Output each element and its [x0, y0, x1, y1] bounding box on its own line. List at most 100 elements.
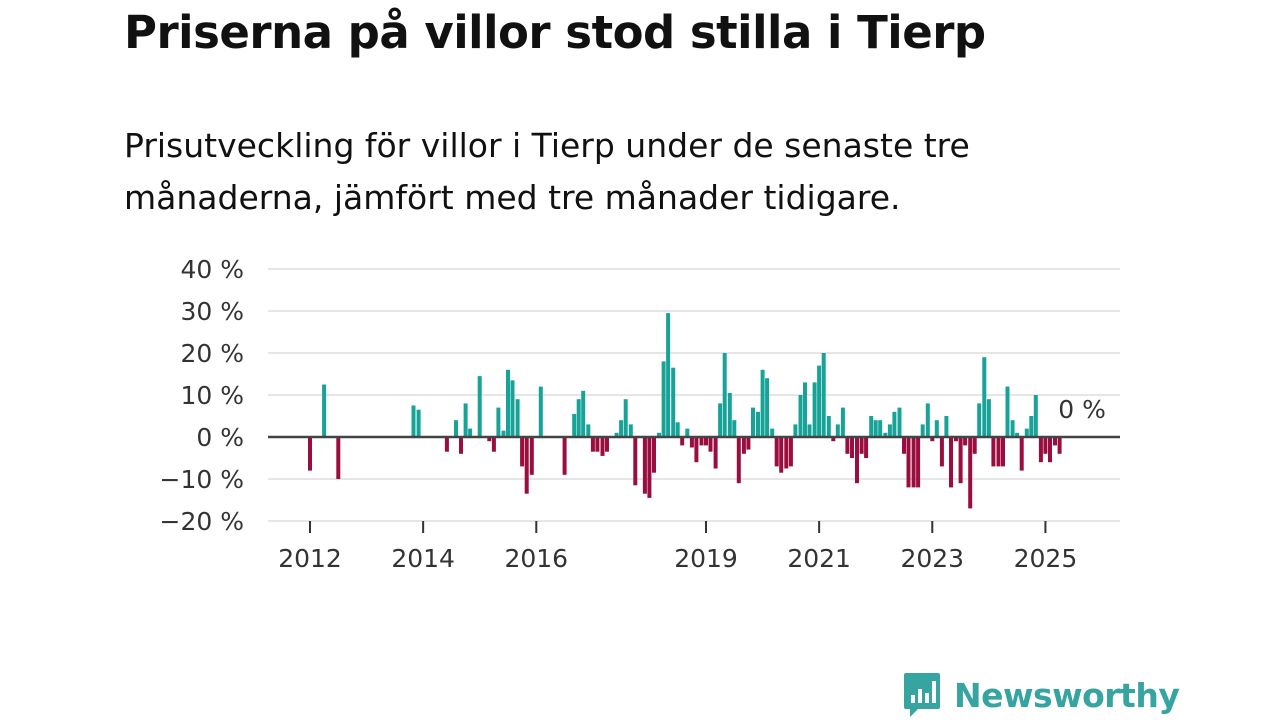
bar — [1048, 437, 1052, 463]
bar — [784, 437, 789, 469]
bar — [463, 403, 468, 437]
bar — [647, 437, 652, 498]
bar — [1057, 437, 1062, 454]
bar — [675, 422, 680, 437]
bar — [694, 437, 699, 463]
y-tick-label: −10 % — [160, 465, 244, 494]
bar — [336, 437, 341, 479]
bar — [1038, 437, 1043, 463]
bar — [416, 409, 421, 437]
bar — [411, 405, 416, 437]
chart-subtitle: Prisutveckling för villor i Tierp under … — [124, 126, 970, 217]
bar — [835, 424, 840, 437]
brand-name: Newsworthy — [954, 675, 1180, 715]
y-axis: 40 % 30 % 20 % 10 % 0 % −10 % −20 % — [160, 255, 244, 536]
bar — [586, 424, 591, 437]
bar — [1015, 432, 1020, 437]
bar — [878, 420, 883, 437]
bar — [821, 353, 826, 437]
bar — [685, 428, 690, 437]
y-tick-label: −20 % — [160, 507, 244, 536]
last-value-label: 0 % — [1058, 395, 1106, 424]
bar — [727, 392, 732, 437]
bar — [628, 424, 633, 437]
bar — [873, 420, 878, 437]
bar — [963, 437, 968, 446]
chat-bubble-chart-icon — [904, 673, 940, 717]
x-tick-label: 2023 — [900, 544, 964, 573]
bar — [713, 437, 718, 469]
bar — [524, 437, 529, 494]
bar — [869, 416, 874, 437]
bar — [657, 432, 661, 437]
bar — [770, 428, 775, 437]
bar — [562, 437, 567, 475]
bar — [1019, 437, 1024, 471]
bar — [529, 437, 534, 475]
bar — [779, 437, 784, 473]
bar — [1053, 437, 1057, 446]
x-tick-label: 2016 — [504, 544, 568, 573]
bar — [760, 369, 765, 437]
bar — [623, 399, 628, 437]
chart-title: Priserna på villor stod stilla i Tierp — [124, 6, 986, 59]
newsworthy-logo: Newsworthy — [902, 670, 1180, 720]
bar — [840, 407, 845, 437]
bar — [812, 382, 817, 437]
bar — [704, 437, 708, 446]
bar — [968, 437, 973, 509]
bar — [444, 437, 449, 452]
bar — [468, 428, 473, 437]
bar — [1005, 386, 1010, 437]
bar — [661, 361, 666, 437]
bar — [746, 437, 751, 450]
bar — [1033, 395, 1038, 437]
bar — [572, 413, 577, 437]
bar — [850, 437, 854, 458]
bar — [883, 432, 888, 437]
bar — [642, 437, 647, 494]
bar — [925, 403, 930, 437]
y-tick-label: 40 % — [180, 255, 244, 284]
bar — [831, 437, 836, 442]
bar — [939, 437, 944, 467]
x-tick-label: 2021 — [787, 544, 851, 573]
bar — [491, 437, 496, 452]
bar — [506, 369, 510, 437]
bar — [911, 437, 916, 488]
bar — [751, 407, 755, 437]
x-axis: 2012 2014 2016 2019 2021 2023 2025 — [278, 521, 1077, 573]
bar — [581, 390, 586, 437]
bar — [972, 437, 977, 454]
bar — [1029, 416, 1034, 437]
bar — [515, 399, 520, 437]
bar — [934, 420, 939, 437]
bar — [788, 437, 793, 467]
bar — [887, 424, 892, 437]
bar — [756, 411, 760, 437]
bar — [689, 437, 694, 448]
bar — [986, 399, 991, 437]
bar — [845, 437, 850, 454]
bar — [487, 437, 492, 442]
bar — [1043, 437, 1048, 454]
bar — [595, 437, 600, 452]
bar — [666, 313, 671, 437]
bar — [718, 403, 723, 437]
bar — [902, 437, 906, 454]
bar — [477, 376, 482, 437]
bar — [855, 437, 859, 484]
x-tick-label: 2012 — [278, 544, 342, 573]
bar — [807, 424, 812, 437]
bar — [954, 437, 958, 442]
bar — [741, 437, 746, 454]
y-tick-label: 30 % — [180, 297, 244, 326]
bar — [1024, 428, 1029, 437]
bar — [1001, 437, 1005, 467]
bar — [774, 437, 779, 467]
bar — [459, 437, 463, 454]
bar — [454, 420, 458, 437]
bar — [930, 437, 935, 442]
bar — [308, 437, 312, 471]
